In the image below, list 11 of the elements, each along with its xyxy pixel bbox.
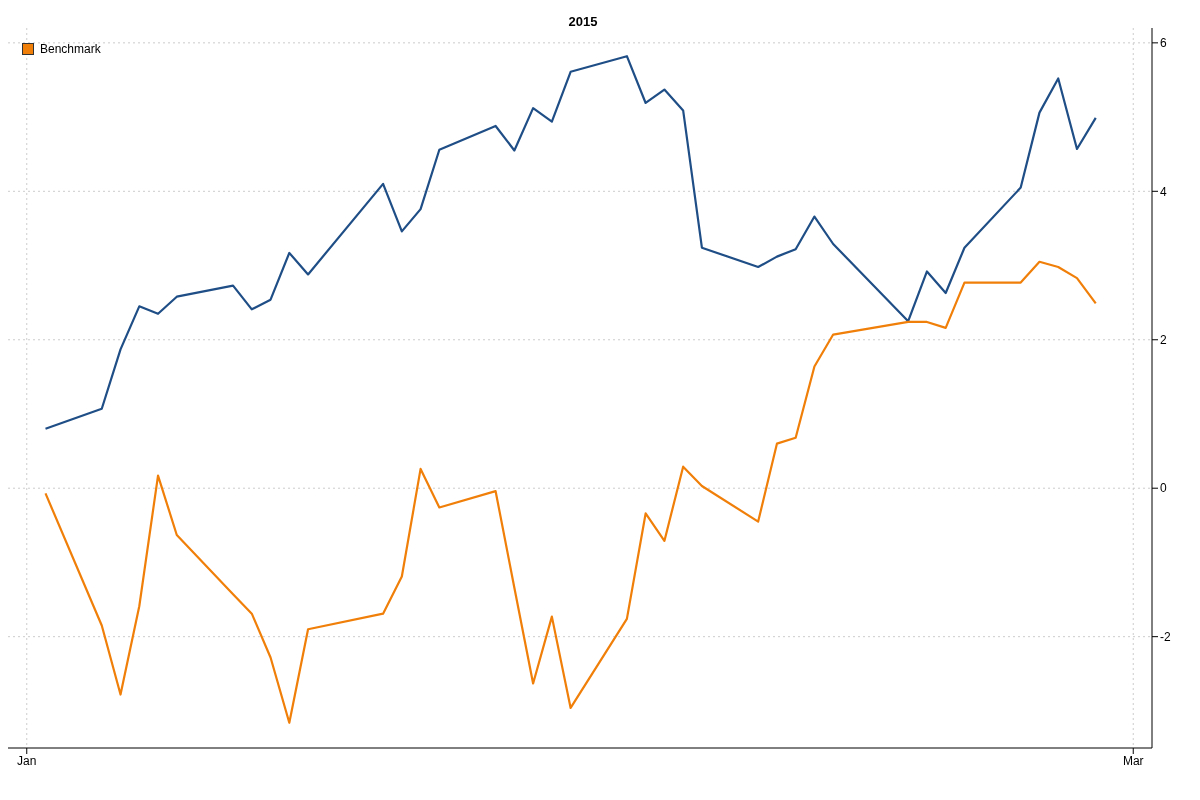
y-tick-label: -2 <box>1160 629 1171 644</box>
line-series <box>44 260 1097 724</box>
y-tick-label: 2 <box>1160 333 1167 348</box>
x-tick-label: Jan <box>17 753 37 768</box>
legend-label: Benchmark <box>40 42 101 56</box>
y-tick-label: 6 <box>1160 36 1167 51</box>
y-tick-label: 4 <box>1160 184 1167 199</box>
x-tick-label: Mar <box>1122 753 1144 768</box>
chart-title: 2015 <box>567 14 599 29</box>
line-series <box>44 55 1097 430</box>
y-tick-label: 0 <box>1160 481 1167 496</box>
